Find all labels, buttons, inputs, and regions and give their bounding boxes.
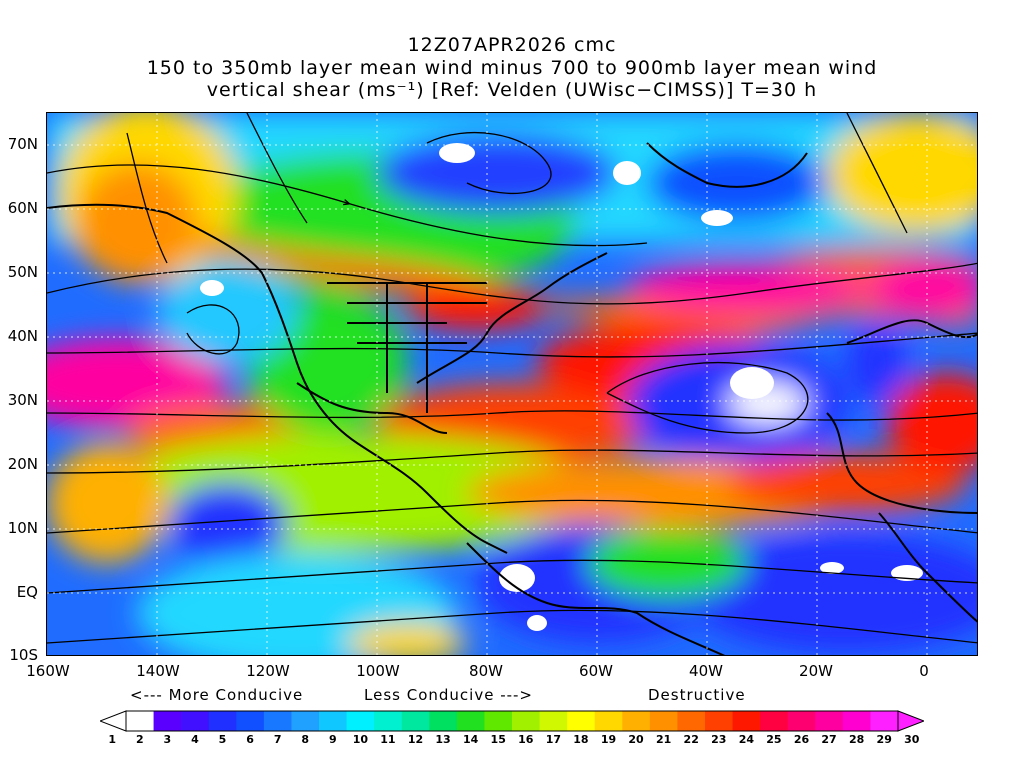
- lat-label-60n: 60N: [7, 199, 38, 217]
- colorbar-tick-label: 23: [711, 733, 727, 746]
- colorbar-tick-label: 16: [518, 733, 534, 746]
- graticule: [47, 113, 977, 655]
- colorbar-swatch: [456, 711, 485, 731]
- colorbar-swatch: [291, 711, 320, 731]
- colorbar-left-arrow: [100, 710, 127, 732]
- colorbar-swatch: [181, 711, 210, 731]
- colorbar-swatch: [401, 711, 430, 731]
- colorbar-tick-label: 18: [573, 733, 589, 746]
- more-conducive-label: <--- More Conducive: [130, 686, 304, 704]
- colorbar-tick-label: 15: [490, 733, 506, 746]
- colorbar-tick-label: 5: [218, 733, 227, 746]
- colorbar-tick-label: 26: [793, 733, 810, 746]
- shear-map[interactable]: [46, 112, 978, 656]
- lat-label-20n: 20N: [7, 455, 38, 473]
- colorbar-swatch: [263, 711, 292, 731]
- colorbar-tick-label: 27: [821, 733, 837, 746]
- low-shear-patches: [200, 143, 923, 631]
- colorbar-tick-label: 9: [328, 733, 337, 746]
- shear-field: [47, 113, 977, 655]
- colorbar-swatch: [815, 711, 844, 731]
- colorbar-swatch: [208, 711, 237, 731]
- colorbar-swatch: [346, 711, 375, 731]
- colorbar-swatch: [236, 711, 265, 731]
- colorbar-tick-label: 30: [904, 733, 920, 746]
- colorbar-swatch: [622, 711, 651, 731]
- lon-label-40w: 40W: [689, 662, 723, 680]
- colorbar-swatch: [594, 711, 623, 731]
- colorbar-tick-label: 7: [273, 733, 282, 746]
- colorbar-swatch: [870, 711, 899, 731]
- colorbar-right-arrow: [897, 710, 924, 732]
- colorbar-swatch: [484, 711, 513, 731]
- colorbar-swatch: [512, 711, 541, 731]
- colorbar-tick-label: 3: [163, 733, 172, 746]
- colorbar-tick-label: 19: [600, 733, 617, 746]
- colorbar-tick-label: 1: [108, 733, 117, 746]
- lat-label-30n: 30N: [7, 391, 38, 409]
- colorbar-swatch: [732, 711, 761, 731]
- lon-label-140w: 140W: [136, 662, 180, 680]
- lat-label-50n: 50N: [7, 263, 38, 281]
- lon-label-100w: 100W: [356, 662, 400, 680]
- destructive-label: Destructive: [648, 686, 746, 704]
- colorbar-swatch: [760, 711, 789, 731]
- lon-label-20w: 20W: [799, 662, 833, 680]
- colorbar-tick-label: 28: [848, 733, 865, 746]
- title-line-1: 12Z07APR2026 cmc: [407, 34, 617, 56]
- less-conducive-label: Less Conducive --->: [364, 686, 533, 704]
- colorbar-swatch: [126, 711, 155, 731]
- colorbar-tick-label: 14: [462, 733, 479, 746]
- colorbar-tick-label: 29: [876, 733, 892, 746]
- lon-label-120w: 120W: [246, 662, 290, 680]
- colorbar-swatch: [787, 711, 816, 731]
- colorbar-tick-label: 21: [655, 733, 672, 746]
- colorbar-tick-label: 10: [352, 733, 368, 746]
- lon-label-0: 0: [919, 662, 929, 680]
- colorbar-swatch: [153, 711, 182, 731]
- title-line-3: vertical shear (ms⁻¹) [Ref: Velden (UWis…: [206, 79, 818, 101]
- lat-label-10s: 10S: [9, 646, 38, 664]
- lat-label-40n: 40N: [7, 327, 38, 345]
- shear-map-svg: [47, 113, 977, 655]
- colorbar-tick-label: 13: [435, 733, 451, 746]
- lon-label-60w: 60W: [579, 662, 613, 680]
- colorbar-tick-label: 4: [191, 733, 199, 746]
- lat-label-eq: EQ: [16, 583, 38, 601]
- colorbar-tick-label: 12: [407, 733, 424, 746]
- colorbar-swatch: [677, 711, 706, 731]
- lon-label-160w: 160W: [26, 662, 70, 680]
- lat-label-10n: 10N: [7, 519, 38, 537]
- colorbar-tick-label: 8: [301, 733, 310, 746]
- colorbar-swatch: [539, 711, 568, 731]
- colorbar-swatch: [567, 711, 596, 731]
- colorbar-swatch: [319, 711, 348, 731]
- colorbar-swatch: [374, 711, 403, 731]
- colorbar-tick-label: 11: [380, 733, 396, 746]
- colorbar-tick-label: 20: [628, 733, 644, 746]
- title-line-2: 150 to 350mb layer mean wind minus 700 t…: [146, 57, 878, 79]
- colorbar-tick-label: 17: [545, 733, 561, 746]
- colorbar-swatch: [705, 711, 734, 731]
- colorbar-tick-label: 24: [738, 733, 754, 746]
- colorbar-swatch: [842, 711, 871, 731]
- colorbar-tick-label: 22: [683, 733, 699, 746]
- colorbar-tick-label: 6: [246, 733, 254, 746]
- lat-label-70n: 70N: [7, 135, 38, 153]
- colorbar: [100, 710, 924, 732]
- colorbar-swatch: [429, 711, 458, 731]
- colorbar-swatch: [649, 711, 678, 731]
- colorbar-tick-label: 2: [135, 733, 144, 746]
- lon-label-80w: 80W: [469, 662, 503, 680]
- coastlines: [47, 142, 977, 655]
- colorbar-tick-label: 25: [766, 733, 782, 746]
